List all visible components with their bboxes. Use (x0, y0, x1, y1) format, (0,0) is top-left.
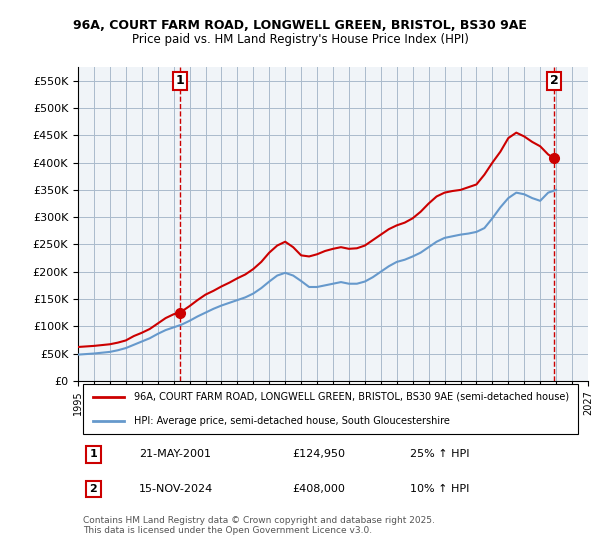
Text: 15-NOV-2024: 15-NOV-2024 (139, 484, 214, 494)
FancyBboxPatch shape (83, 384, 578, 435)
Text: 21-MAY-2001: 21-MAY-2001 (139, 450, 211, 460)
Text: 2: 2 (89, 484, 97, 494)
Text: 10% ↑ HPI: 10% ↑ HPI (409, 484, 469, 494)
Text: HPI: Average price, semi-detached house, South Gloucestershire: HPI: Average price, semi-detached house,… (134, 417, 450, 427)
Text: £408,000: £408,000 (292, 484, 345, 494)
Text: 1: 1 (89, 450, 97, 460)
Text: 96A, COURT FARM ROAD, LONGWELL GREEN, BRISTOL, BS30 9AE (semi-detached house): 96A, COURT FARM ROAD, LONGWELL GREEN, BR… (134, 391, 569, 402)
Text: Contains HM Land Registry data © Crown copyright and database right 2025.
This d: Contains HM Land Registry data © Crown c… (83, 516, 435, 535)
Text: Price paid vs. HM Land Registry's House Price Index (HPI): Price paid vs. HM Land Registry's House … (131, 32, 469, 46)
Text: 96A, COURT FARM ROAD, LONGWELL GREEN, BRISTOL, BS30 9AE: 96A, COURT FARM ROAD, LONGWELL GREEN, BR… (73, 18, 527, 32)
Text: 1: 1 (175, 74, 184, 87)
Text: 2: 2 (550, 74, 559, 87)
Text: £124,950: £124,950 (292, 450, 345, 460)
Text: 25% ↑ HPI: 25% ↑ HPI (409, 450, 469, 460)
